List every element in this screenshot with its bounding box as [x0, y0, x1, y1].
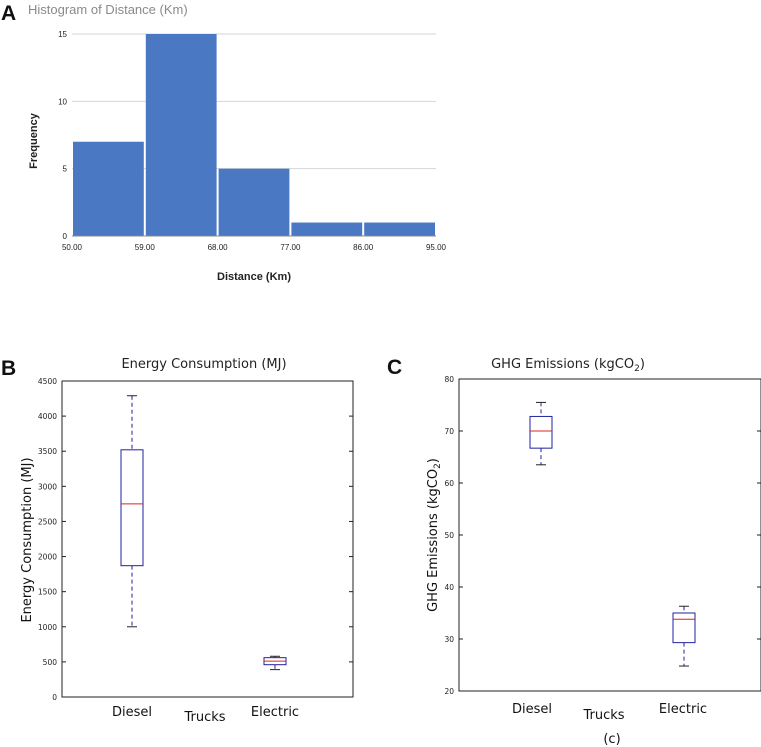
panel-label-a: A	[1, 2, 16, 25]
histogram-x-tick-label: 50.00	[62, 243, 83, 252]
histogram-y-tick-label: 5	[63, 165, 68, 174]
histogram-bars	[73, 34, 435, 236]
ghg-electric-box	[672, 612, 696, 644]
energy-tick-label: 1000	[38, 623, 57, 632]
energy-tick-label: 500	[43, 658, 58, 667]
energy-tick-label: 4500	[38, 377, 57, 386]
energy-diesel-box	[120, 449, 144, 567]
histogram-bar	[145, 34, 217, 236]
energy-boxes	[120, 395, 287, 671]
histogram-y-tick-label: 0	[63, 232, 68, 241]
energy-category-electric: Electric	[251, 705, 299, 720]
energy-tick-label: 3000	[38, 482, 57, 491]
ghg-title-subscript: 2	[634, 364, 640, 374]
energy-y-ticks: 0 500 1000 1500 2000 2500 3000 3500 4000 4500	[38, 377, 353, 702]
ghg-y-ticks: 20 30 40 50 60 70 80	[444, 375, 761, 696]
energy-y-label: Energy Consumption (MJ)	[20, 457, 35, 622]
histogram-bar	[73, 141, 144, 236]
ghg-tick-label: 80	[444, 375, 454, 384]
histogram-y-tick-label: 15	[58, 30, 67, 39]
energy-tick-label: 0	[52, 693, 57, 702]
ghg-category-electric: Electric	[659, 702, 707, 717]
ghg-diesel-box	[529, 415, 553, 449]
ghg-tick-label: 70	[444, 427, 454, 436]
histogram-x-tick-label: 68.00	[208, 243, 229, 252]
ghg-x-label: Trucks	[582, 708, 624, 723]
ghg-y-label: GHG Emissions (kgCO2)	[426, 458, 443, 612]
histogram-bar	[218, 168, 290, 236]
histogram-x-tick-label: 86.00	[353, 243, 374, 252]
ghg-y-label-prefix: GHG Emissions (kgCO	[426, 469, 441, 612]
energy-tick-label: 4000	[38, 412, 57, 421]
energy-title: Energy Consumption (MJ)	[121, 357, 286, 372]
energy-x-label: Trucks	[183, 710, 225, 725]
histogram-y-tick-label: 10	[58, 97, 67, 106]
energy-tick-label: 1500	[38, 588, 57, 597]
histogram-y-label: Frequency	[28, 112, 40, 169]
energy-plot-frame	[61, 380, 354, 698]
histogram-y-ticks: 0 5 10 15	[58, 30, 67, 241]
ghg-tick-label: 60	[444, 479, 454, 488]
ghg-tick-label: 40	[444, 583, 454, 592]
energy-tick-label: 2500	[38, 517, 57, 526]
ghg-title-prefix: GHG Emissions (kgCO	[491, 357, 634, 372]
ghg-plot-frame	[458, 378, 761, 692]
ghg-title: GHG Emissions (kgCO2)	[491, 357, 645, 374]
histogram-x-tick-label: 59.00	[135, 243, 156, 252]
ghg-tick-label: 20	[444, 687, 454, 696]
ghg-title-suffix: )	[640, 357, 645, 372]
histogram-title: Histogram of Distance (Km)	[28, 2, 188, 17]
ghg-y-label-subscript: 2	[433, 463, 443, 469]
ghg-y-label-suffix: )	[426, 458, 441, 463]
histogram-x-tick-label: 95.00	[426, 243, 447, 252]
panel-label-c: C	[387, 356, 402, 379]
ghg-tick-label: 30	[444, 635, 454, 644]
ghg-category-diesel: Diesel	[512, 702, 552, 717]
histogram-bar	[291, 222, 363, 236]
ghg-tick-label: 50	[444, 531, 454, 540]
energy-tick-label: 3500	[38, 447, 57, 456]
panel-label-b: B	[1, 357, 16, 380]
energy-tick-label: 2000	[38, 553, 57, 562]
ghg-boxes	[529, 401, 696, 667]
energy-category-diesel: Diesel	[112, 705, 152, 720]
figure-caption: (c)	[603, 732, 620, 747]
histogram-x-ticks: 50.00 59.00 68.00 77.00 86.00 95.00	[62, 243, 447, 252]
histogram-x-label: Distance (Km)	[217, 271, 291, 283]
histogram-bar	[364, 222, 435, 236]
histogram-x-tick-label: 77.00	[280, 243, 301, 252]
